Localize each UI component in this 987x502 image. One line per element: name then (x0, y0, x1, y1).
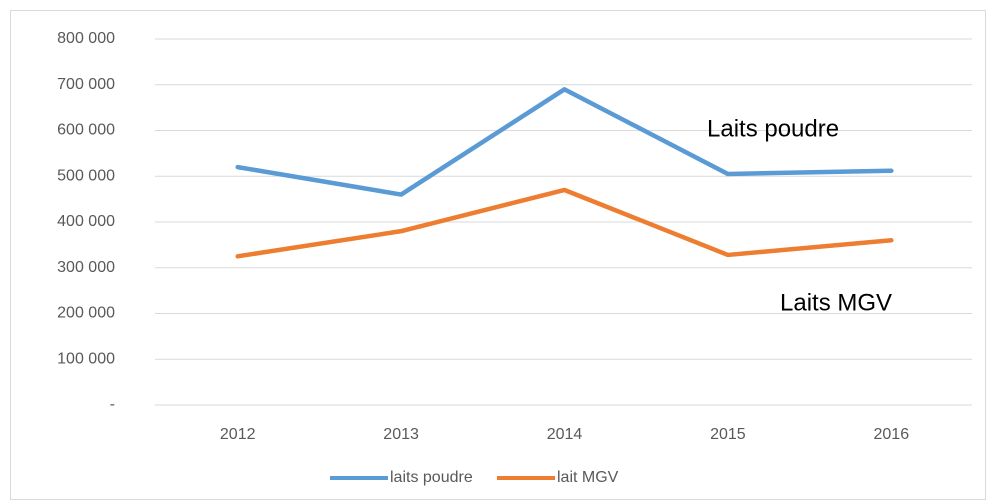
series-line (235, 87, 894, 197)
y-tick-label: 200 000 (57, 305, 115, 322)
x-tick-label: 2012 (220, 426, 256, 443)
y-tick-label: 600 000 (57, 122, 115, 139)
x-tick-label: 2015 (710, 426, 746, 443)
y-tick-label: 300 000 (57, 259, 115, 276)
y-tick-label: 100 000 (57, 350, 115, 367)
series-line (235, 187, 894, 259)
y-tick-label: - (110, 396, 115, 413)
y-tick-label: 400 000 (57, 213, 115, 230)
legend-label: laits poudre (390, 469, 473, 486)
annotation: Laits poudre (707, 115, 839, 142)
x-tick-label: 2013 (383, 426, 419, 443)
annotation: Laits MGV (780, 289, 892, 316)
chart-border (10, 10, 986, 500)
y-tick-label: 700 000 (57, 76, 115, 93)
y-tick-label: 500 000 (57, 167, 115, 184)
x-tick-label: 2014 (547, 426, 583, 443)
legend-label: lait MGV (557, 469, 619, 486)
y-tick-label: 800 000 (57, 30, 115, 47)
x-tick-label: 2016 (874, 426, 910, 443)
